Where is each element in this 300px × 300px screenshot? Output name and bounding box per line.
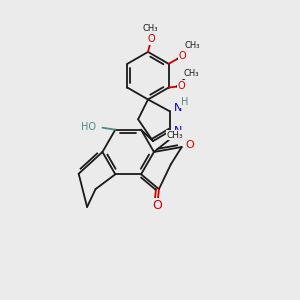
Text: CH₃: CH₃ (184, 69, 199, 78)
Text: O: O (178, 81, 185, 91)
Text: CH₃: CH₃ (142, 24, 158, 33)
Text: O: O (152, 199, 162, 212)
Text: O: O (179, 51, 186, 61)
Text: H: H (181, 98, 188, 107)
Text: N: N (174, 126, 182, 136)
Text: N: N (174, 103, 182, 113)
Text: CH₃: CH₃ (167, 130, 183, 140)
Text: O: O (147, 34, 155, 44)
Text: O: O (185, 140, 194, 150)
Text: HO: HO (80, 122, 95, 132)
Text: CH₃: CH₃ (184, 41, 200, 50)
